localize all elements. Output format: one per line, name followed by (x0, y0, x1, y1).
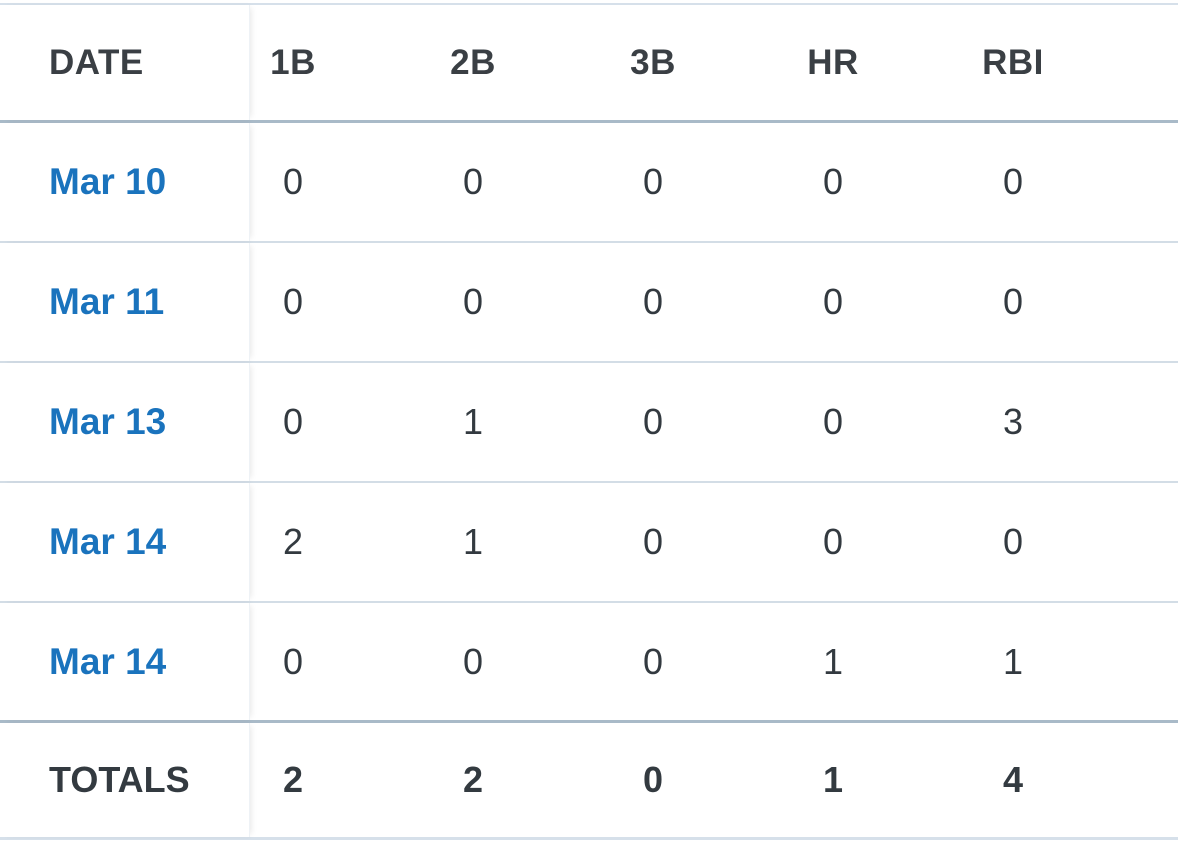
triples-cell: 0 (642, 521, 664, 562)
date-cell: Mar 14 (0, 603, 250, 720)
totals-row: TOTALS 2 2 0 1 4 (0, 723, 1178, 840)
game-date-link[interactable]: Mar 14 (49, 521, 167, 562)
home-runs-cell: 0 (822, 401, 844, 442)
table-top-border (0, 3, 1178, 5)
date-cell: Mar 11 (0, 243, 250, 361)
home-runs-cell: 0 (822, 281, 844, 322)
doubles-cell: 0 (462, 281, 484, 322)
total-rbi: 4 (1002, 759, 1024, 800)
singles-cell: 0 (282, 640, 304, 682)
game-date-link[interactable]: Mar 11 (49, 281, 165, 322)
triples-cell: 0 (642, 281, 664, 322)
game-date-link[interactable]: Mar 14 (49, 640, 167, 682)
table-row: Mar 14 2 1 0 0 0 (0, 483, 1178, 603)
doubles-cell: 1 (462, 401, 484, 442)
home-runs-cell: 1 (822, 640, 844, 682)
date-cell: Mar 10 (0, 123, 250, 241)
table-row: Mar 11 0 0 0 0 0 (0, 243, 1178, 363)
rbi-cell: 0 (1002, 161, 1024, 202)
game-date-link[interactable]: Mar 13 (49, 401, 167, 442)
triples-cell: 0 (642, 401, 664, 442)
column-header-3b[interactable]: 3B (630, 42, 676, 82)
triples-cell: 0 (642, 161, 664, 202)
game-log-stats-table: DATE 1B 2B 3B HR RBI Mar 10 0 0 0 0 0 Ma… (0, 5, 1178, 840)
rbi-cell: 0 (1002, 521, 1024, 562)
column-header-1b[interactable]: 1B (270, 42, 316, 82)
totals-label: TOTALS (0, 723, 250, 837)
total-home-runs: 1 (822, 759, 844, 800)
game-date-link[interactable]: Mar 10 (49, 161, 167, 202)
table-row: Mar 13 0 1 0 0 3 (0, 363, 1178, 483)
singles-cell: 2 (282, 521, 304, 562)
column-header-2b[interactable]: 2B (450, 42, 496, 82)
doubles-cell: 0 (462, 161, 484, 202)
rbi-cell: 0 (1002, 281, 1024, 322)
singles-cell: 0 (282, 401, 304, 442)
doubles-cell: 0 (462, 640, 484, 682)
date-cell: Mar 14 (0, 483, 250, 601)
doubles-cell: 1 (462, 521, 484, 562)
singles-cell: 0 (282, 161, 304, 202)
total-singles: 2 (282, 759, 304, 800)
table-row: Mar 10 0 0 0 0 0 (0, 123, 1178, 243)
home-runs-cell: 0 (822, 521, 844, 562)
triples-cell: 0 (642, 640, 664, 682)
singles-cell: 0 (282, 281, 304, 322)
rbi-cell: 3 (1002, 401, 1024, 442)
table-header-row: DATE 1B 2B 3B HR RBI (0, 5, 1178, 123)
total-doubles: 2 (462, 759, 484, 800)
table-row: Mar 14 0 0 0 1 1 (0, 603, 1178, 723)
date-cell: Mar 13 (0, 363, 250, 481)
rbi-cell: 1 (1002, 640, 1024, 682)
column-header-hr[interactable]: HR (807, 42, 859, 82)
home-runs-cell: 0 (822, 161, 844, 202)
column-header-date[interactable]: DATE (0, 5, 250, 120)
total-triples: 0 (642, 759, 664, 800)
column-header-rbi[interactable]: RBI (982, 42, 1044, 82)
